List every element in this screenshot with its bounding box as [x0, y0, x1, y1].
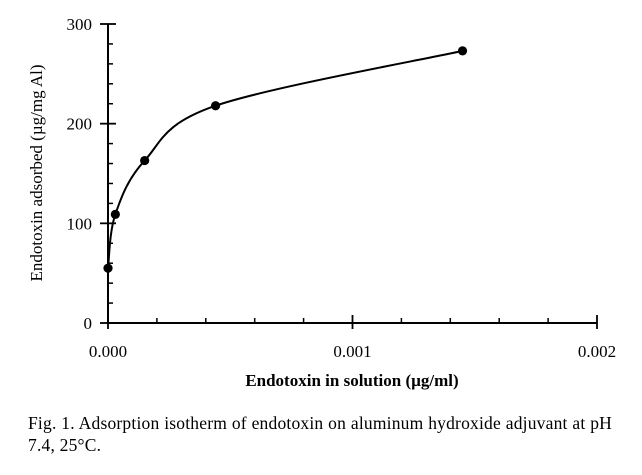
ticks — [100, 23, 598, 329]
y-tick-label: 0 — [84, 314, 93, 333]
tick-labels: 0.000 0.001 0.002 0 100 200 300 — [67, 15, 617, 361]
x-tick-label: 0.001 — [333, 342, 371, 361]
x-tick-label: 0.002 — [578, 342, 616, 361]
x-axis-label: Endotoxin in solution (µg/ml) — [245, 371, 458, 390]
y-axis-label: Endotoxin adsorbed (µg/mg Al) — [27, 64, 46, 281]
data-points — [103, 46, 468, 273]
isotherm-chart: 0.000 0.001 0.002 0 100 200 300 Endotoxin adso… — [27, 15, 617, 390]
data-point — [457, 46, 468, 56]
data-point — [110, 209, 120, 219]
series-line — [107, 49, 463, 269]
data-point — [140, 155, 150, 166]
y-tick-label: 100 — [67, 214, 93, 233]
y-tick-label: 300 — [67, 15, 93, 34]
figure-caption: Fig. 1. Adsorption isotherm of endotoxin… — [28, 413, 612, 455]
x-axis-label-text: Endotoxin in solution (µg/ml) — [245, 371, 458, 390]
data-point — [103, 263, 113, 273]
axes — [107, 24, 597, 324]
data-point — [210, 101, 221, 111]
y-tick-label: 200 — [67, 115, 93, 134]
x-tick-label: 0.000 — [89, 342, 127, 361]
